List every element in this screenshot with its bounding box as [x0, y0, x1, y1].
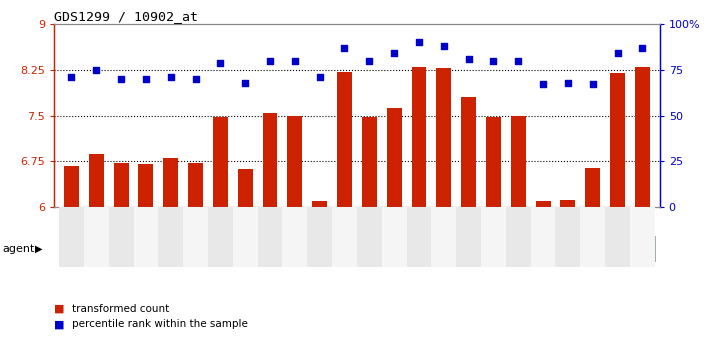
Point	[438, 43, 449, 49]
Text: control: control	[177, 244, 213, 254]
Bar	[307, 207, 332, 267]
Point	[165, 75, 177, 80]
Point	[487, 58, 499, 63]
Bar	[89, 154, 104, 207]
Point	[289, 58, 301, 63]
Bar	[64, 166, 79, 207]
Bar	[84, 207, 109, 267]
Text: transformed count: transformed count	[72, 304, 169, 314]
Text: agent: agent	[2, 244, 35, 254]
Point	[637, 45, 648, 51]
Bar	[188, 162, 203, 207]
Point	[215, 60, 226, 65]
Bar	[233, 207, 257, 267]
Text: NaCl: NaCl	[332, 244, 357, 254]
Bar	[536, 201, 551, 207]
Text: ■: ■	[54, 304, 65, 314]
Bar	[312, 201, 327, 207]
Point	[66, 75, 77, 80]
Bar	[560, 200, 575, 207]
Point	[140, 76, 151, 82]
Point	[463, 56, 474, 62]
Point	[239, 80, 251, 86]
Text: cisplatin: cisplatin	[583, 244, 627, 254]
Point	[265, 58, 276, 63]
Bar	[510, 116, 526, 207]
Bar	[357, 207, 381, 267]
Text: ▶: ▶	[35, 244, 42, 254]
Bar	[481, 236, 555, 262]
Bar	[288, 116, 302, 207]
Bar	[531, 207, 555, 267]
Point	[413, 40, 425, 45]
Text: percentile rank within the sample: percentile rank within the sample	[72, 319, 248, 329]
Point	[190, 76, 201, 82]
Bar	[332, 236, 357, 262]
Bar	[59, 207, 84, 267]
Bar	[337, 72, 352, 207]
Bar	[630, 207, 655, 267]
Bar	[133, 207, 159, 267]
Bar	[580, 207, 605, 267]
Bar	[456, 207, 481, 267]
Bar	[138, 164, 154, 207]
Point	[91, 67, 102, 72]
Point	[513, 58, 524, 63]
Point	[115, 76, 127, 82]
Point	[389, 51, 400, 56]
Point	[587, 82, 598, 87]
Bar	[407, 236, 481, 262]
Bar	[506, 207, 531, 267]
Point	[314, 75, 325, 80]
Bar	[257, 207, 283, 267]
Bar	[332, 207, 357, 267]
Bar	[605, 207, 630, 267]
Bar	[213, 117, 228, 207]
Point	[611, 51, 623, 56]
Bar	[635, 67, 650, 207]
Text: GDS1299 / 10902_at: GDS1299 / 10902_at	[54, 10, 198, 23]
Bar	[183, 207, 208, 267]
Bar	[412, 67, 426, 207]
Text: bleomycin: bleomycin	[491, 244, 545, 254]
Bar	[436, 68, 451, 207]
Bar	[386, 108, 402, 207]
Bar	[109, 207, 133, 267]
Bar	[585, 168, 600, 207]
Text: ■: ■	[54, 319, 65, 329]
Bar	[362, 117, 377, 207]
Point	[339, 45, 350, 51]
Bar	[208, 207, 233, 267]
Bar	[461, 97, 476, 207]
Bar	[407, 207, 431, 267]
Bar	[381, 207, 407, 267]
Bar	[262, 112, 278, 207]
Bar	[283, 207, 307, 267]
Bar	[357, 236, 407, 262]
Bar	[59, 236, 332, 262]
Bar	[610, 73, 625, 207]
Bar	[555, 236, 655, 262]
Bar	[555, 207, 580, 267]
Point	[363, 58, 375, 63]
Bar	[238, 169, 252, 207]
Bar	[114, 162, 128, 207]
Bar	[163, 158, 178, 207]
Bar	[431, 207, 456, 267]
Text: EtOH: EtOH	[368, 244, 395, 254]
Bar	[481, 207, 506, 267]
Point	[537, 82, 549, 87]
Bar	[159, 207, 183, 267]
Text: MMS: MMS	[432, 244, 456, 254]
Point	[562, 80, 574, 86]
Bar	[486, 117, 501, 207]
